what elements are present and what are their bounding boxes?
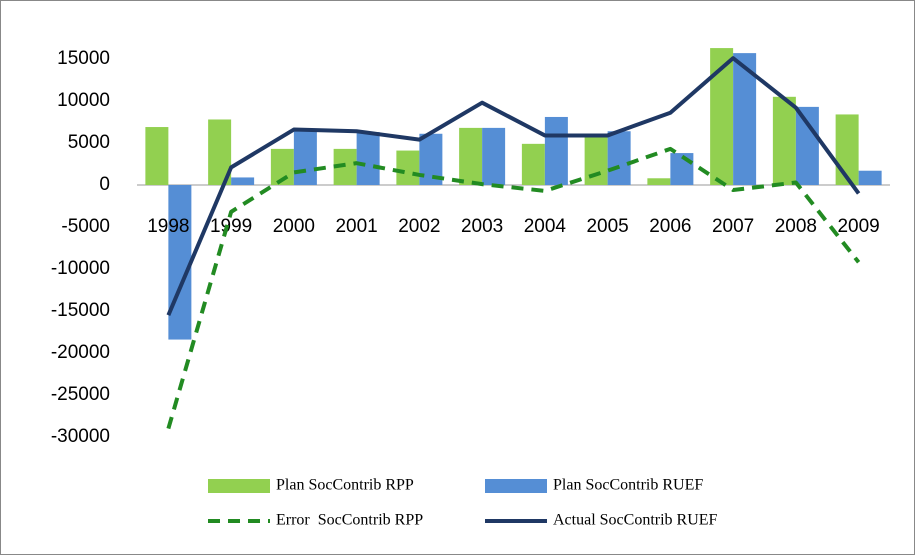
bar: [270, 148, 294, 185]
legend-swatch: [485, 479, 547, 493]
bar: [145, 127, 169, 185]
y-tick-label: -5000: [61, 216, 110, 237]
legend-label: Plan SocContrib RUEF: [553, 477, 703, 494]
y-tick-label: -15000: [51, 300, 110, 321]
y-tick-label: 10000: [57, 90, 110, 111]
x-tick-label: 1999: [210, 216, 252, 237]
x-tick-label: 2004: [524, 216, 567, 237]
bar: [521, 143, 545, 185]
bar: [356, 132, 380, 185]
bar: [584, 137, 608, 185]
line: [166, 146, 861, 430]
bar: [459, 127, 483, 185]
x-tick-label: 2002: [398, 216, 440, 237]
bar: [544, 116, 568, 185]
x-tick-label: 2009: [837, 216, 879, 237]
bar: [607, 131, 631, 185]
y-tick-label: 5000: [68, 132, 110, 153]
x-tick-label: 2000: [273, 216, 315, 237]
bar: [168, 185, 192, 340]
bar: [396, 150, 420, 185]
bar: [647, 178, 671, 185]
x-tick-label: 1998: [147, 216, 189, 237]
legend-label: Plan SocContrib RPP: [276, 477, 414, 494]
x-tick-label: 2008: [775, 216, 817, 237]
legend-label: Actual SocContrib RUEF: [553, 512, 718, 529]
bar: [482, 127, 506, 185]
bar: [795, 106, 819, 185]
legend-swatch: [208, 479, 270, 493]
bar: [858, 170, 882, 185]
x-tick-label: 2006: [649, 216, 691, 237]
bar: [208, 119, 232, 185]
y-tick-label: -10000: [51, 258, 110, 279]
bar: [231, 177, 255, 185]
bar: [333, 148, 357, 185]
bar: [419, 133, 443, 185]
y-tick-label: 0: [99, 174, 110, 195]
bar: [733, 53, 757, 186]
x-tick-label: 2003: [461, 216, 503, 237]
bar: [293, 130, 317, 185]
legend-label: Error SocContrib RPP: [276, 512, 423, 529]
bar: [772, 96, 796, 185]
bar: [710, 48, 734, 185]
x-tick-label: 2001: [335, 216, 377, 237]
y-tick-label: -25000: [51, 384, 110, 405]
line: [166, 56, 861, 316]
y-tick-label: -20000: [51, 342, 110, 363]
x-tick-label: 2007: [712, 216, 754, 237]
y-tick-label: -30000: [51, 426, 110, 447]
y-tick-label: 15000: [57, 48, 110, 69]
x-tick-label: 2005: [586, 216, 628, 237]
